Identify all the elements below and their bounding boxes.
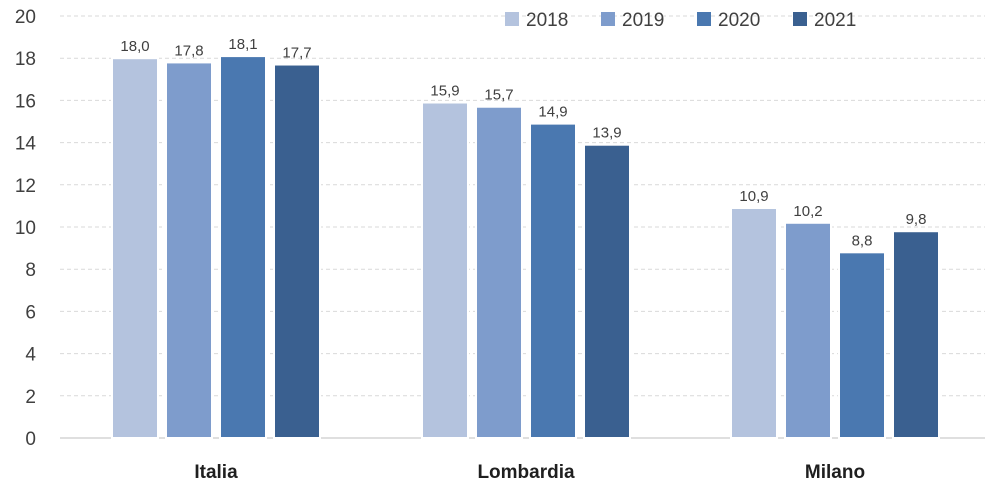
- bar-italia-2020: [219, 55, 267, 440]
- y-tick-label-2: 2: [25, 387, 36, 408]
- data-label-milano-2018: 10,9: [739, 188, 768, 205]
- data-label-milano-2019: 10,2: [793, 203, 822, 220]
- data-label-lombardia-2021: 13,9: [592, 125, 621, 142]
- data-label-italia-2018: 18,0: [120, 38, 149, 55]
- y-tick-label-20: 20: [15, 7, 36, 28]
- data-label-italia-2021: 17,7: [282, 45, 311, 62]
- legend-swatch-2019: [601, 12, 615, 26]
- bar-milano-2019: [784, 221, 832, 439]
- y-tick-label-10: 10: [15, 218, 36, 239]
- bar-lombardia-2019: [475, 105, 523, 439]
- y-tick-label-4: 4: [25, 345, 36, 366]
- data-label-italia-2020: 18,1: [228, 36, 257, 53]
- y-tick-label-18: 18: [15, 49, 36, 70]
- legend-label-2020: 2020: [718, 10, 760, 31]
- y-tick-label-8: 8: [25, 260, 36, 281]
- data-label-lombardia-2019: 15,7: [484, 87, 513, 104]
- bar-lombardia-2020: [529, 122, 577, 440]
- category-label-milano: Milano: [805, 462, 865, 483]
- bar-italia-2021: [273, 63, 321, 439]
- bars: [111, 55, 940, 440]
- y-tick-label-14: 14: [15, 134, 37, 155]
- bar-milano-2021: [892, 230, 940, 439]
- legend: 2018 2019 2020 2021: [505, 10, 856, 31]
- bar-lombardia-2021: [583, 143, 631, 440]
- x-axis-category-labels: Italia Lombardia Milano: [194, 462, 865, 483]
- data-labels: 18,0 17,8 18,1 17,7 15,9 15,7 14,9 13,9 10,9 10,2…: [120, 36, 926, 249]
- data-label-lombardia-2020: 14,9: [538, 104, 567, 121]
- y-axis-tick-labels: 0 2 4 6 8 10 12 14 16 18 20: [15, 7, 37, 450]
- data-label-lombardia-2018: 15,9: [430, 83, 459, 100]
- legend-swatch-2018: [505, 12, 519, 26]
- y-tick-label-16: 16: [15, 91, 36, 112]
- bar-milano-2020: [838, 251, 886, 439]
- data-label-italia-2019: 17,8: [174, 42, 203, 59]
- legend-swatch-2021: [793, 12, 807, 26]
- legend-label-2021: 2021: [814, 10, 856, 31]
- legend-label-2019: 2019: [622, 10, 664, 31]
- bar-lombardia-2018: [421, 101, 469, 439]
- bar-italia-2018: [111, 57, 159, 439]
- bar-milano-2018: [730, 207, 778, 439]
- legend-label-2018: 2018: [526, 10, 568, 31]
- legend-swatch-2020: [697, 12, 711, 26]
- y-tick-label-12: 12: [15, 176, 36, 197]
- y-tick-label-0: 0: [25, 429, 36, 450]
- data-label-milano-2020: 8,8: [852, 232, 873, 249]
- category-label-lombardia: Lombardia: [477, 462, 575, 483]
- data-label-milano-2021: 9,8: [906, 211, 927, 228]
- category-label-italia: Italia: [194, 462, 238, 483]
- y-tick-label-6: 6: [25, 302, 36, 323]
- bar-italia-2019: [165, 61, 213, 439]
